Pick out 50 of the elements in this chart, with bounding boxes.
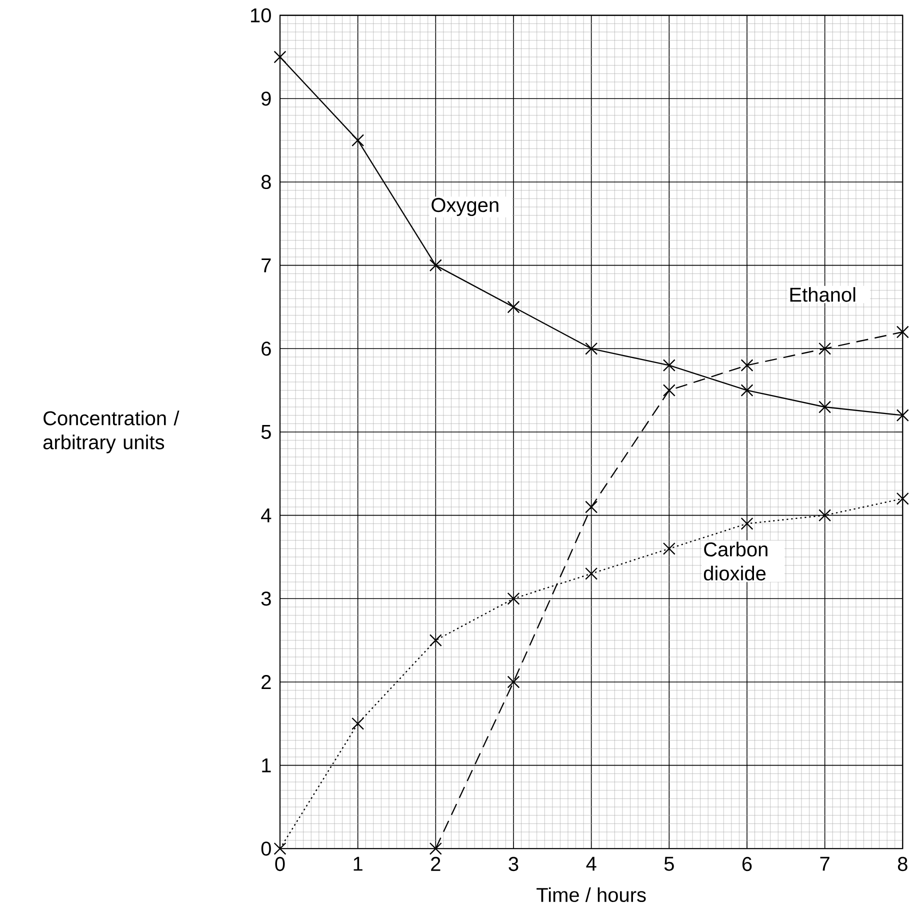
point — [274, 50, 286, 64]
x-tick-label: 0 — [275, 856, 285, 872]
point — [662, 359, 676, 372]
x-tick-label: 2 — [431, 856, 440, 871]
y-tick-label: 8 — [261, 174, 271, 190]
point — [585, 500, 598, 514]
y-axis-title: Concentration / arbitrary units — [43, 410, 180, 454]
point — [740, 517, 754, 530]
y-tick-label: 3 — [261, 592, 271, 606]
y-tick-label: 7 — [262, 258, 271, 272]
point — [429, 842, 442, 855]
series-label: Oxygen — [432, 198, 498, 216]
point — [507, 592, 520, 605]
x-tick-label: 6 — [742, 856, 752, 872]
point — [352, 134, 364, 147]
y-tick-label: 0 — [261, 842, 271, 856]
x-tick-label: 3 — [508, 856, 518, 872]
point — [507, 676, 520, 688]
point — [740, 359, 754, 372]
y-tick-label: 1 — [262, 758, 271, 772]
x-tick-label: 1 — [354, 856, 362, 871]
point — [662, 384, 676, 397]
point — [896, 326, 909, 338]
point — [429, 259, 442, 272]
point — [429, 634, 442, 647]
series-label: Carbon dioxide — [704, 542, 768, 580]
point — [818, 400, 832, 414]
point — [662, 542, 676, 555]
x-axis-title: Time / hours — [536, 887, 646, 902]
point — [352, 717, 364, 730]
y-tick-label: 10 — [251, 8, 271, 22]
y-tick-label: 5 — [261, 425, 271, 439]
y-tick-label: 2 — [262, 675, 271, 689]
point — [740, 384, 754, 397]
point — [818, 342, 832, 355]
x-tick-label: 7 — [820, 856, 830, 871]
x-tick-label: 4 — [586, 856, 596, 871]
x-tick-label: 8 — [898, 856, 908, 872]
series-label: Ethanol — [790, 287, 856, 302]
y-tick-label: 4 — [261, 508, 272, 522]
point — [585, 342, 598, 355]
y-tick-label: 6 — [262, 342, 271, 356]
point — [507, 300, 520, 314]
point — [896, 492, 909, 505]
x-tick-label: 5 — [664, 856, 674, 871]
point — [274, 842, 286, 855]
point — [896, 409, 909, 422]
point — [818, 509, 832, 522]
point — [585, 567, 598, 580]
y-tick-label: 9 — [262, 92, 271, 106]
